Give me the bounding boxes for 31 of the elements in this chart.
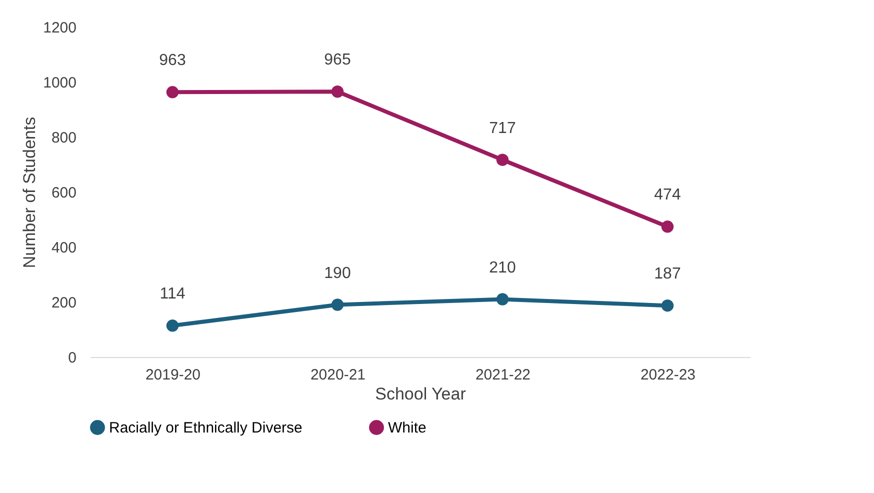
y-tick-label: 400 [51,240,76,256]
x-tick-label: 2022-23 [640,366,696,384]
x-axis-title: School Year [375,384,466,404]
data-label: 187 [654,266,681,283]
point [166,320,179,332]
y-tick-label: 200 [51,294,76,312]
data-label: 114 [160,286,186,303]
point [661,220,674,233]
y-tick-label: 800 [51,130,76,146]
point [496,293,509,306]
data-label: 963 [159,52,186,70]
point [331,298,344,311]
x-tick-label: 2020-21 [310,366,366,384]
point [331,86,344,98]
legend-label: White [388,420,426,437]
legend-label: Racially or Ethnically Diverse [109,420,302,437]
y-tick-label: 600 [51,184,76,202]
y-axis-title: Number of Students [20,116,40,268]
x-tick-label: 2019-20 [145,366,201,384]
data-label: 190 [324,264,351,282]
data-label: 965 [324,52,351,69]
point [661,299,674,312]
point [166,86,179,98]
point [496,154,509,166]
y-tick-label: 1200 [43,20,76,36]
data-label: 717 [489,120,516,137]
y-tick-label: 0 [68,350,76,366]
y-tick-label: 1000 [43,74,76,92]
x-tick-label: 2021-22 [475,366,531,384]
data-label: 474 [654,186,681,204]
data-label: 210 [489,259,516,276]
